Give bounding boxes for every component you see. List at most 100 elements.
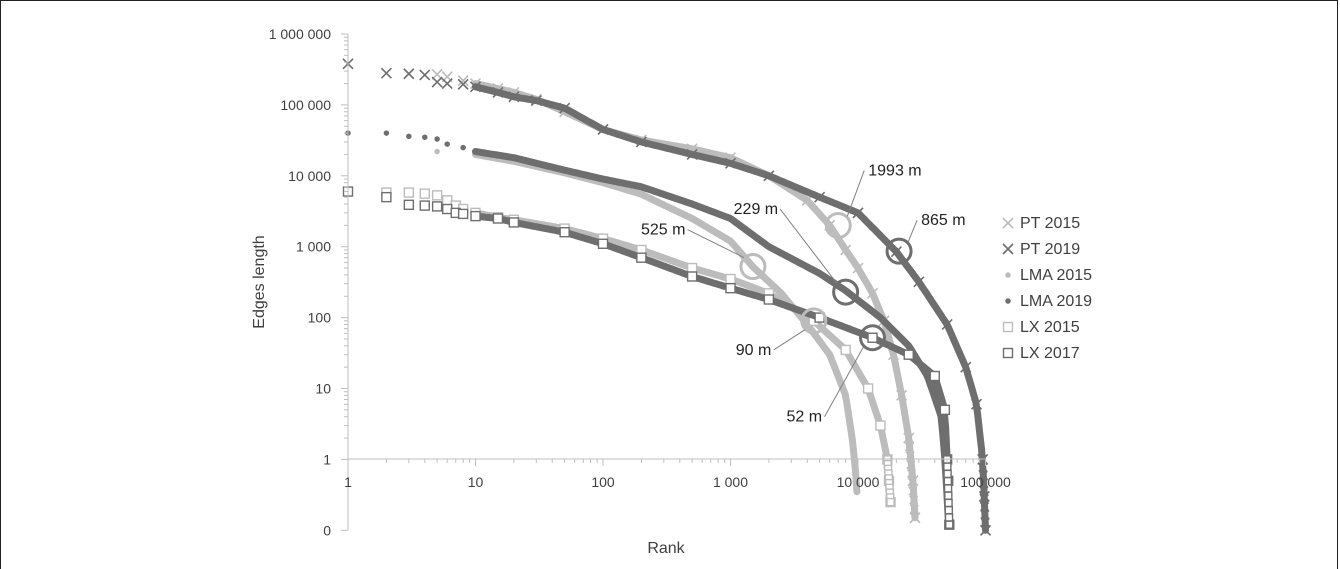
dot-marker bbox=[766, 243, 772, 250]
dot-marker bbox=[511, 154, 517, 161]
square-marker bbox=[763, 294, 775, 305]
dot-marker bbox=[816, 270, 823, 277]
annotation-circle bbox=[739, 253, 767, 281]
y-tick-layer: 0 1 10 100 1 000 10 000 100 000 1 000 000 bbox=[269, 26, 348, 538]
square-marker bbox=[686, 271, 698, 282]
dot-marker bbox=[826, 351, 833, 358]
square-marker bbox=[945, 520, 954, 529]
cross-marker bbox=[852, 262, 864, 274]
annotation-leader bbox=[824, 346, 864, 417]
square-marker bbox=[457, 208, 469, 220]
cross-marker bbox=[492, 86, 504, 98]
cross-marker bbox=[890, 246, 902, 258]
annotation-90-m: 90 m bbox=[736, 307, 828, 359]
square-marker bbox=[419, 200, 430, 211]
cross-marker bbox=[686, 148, 698, 161]
annotation-label: 525 m bbox=[641, 222, 685, 239]
cross-marker bbox=[960, 361, 972, 373]
square-marker bbox=[929, 370, 940, 382]
y-tick-label: 100 000 bbox=[280, 97, 331, 113]
square-marker bbox=[943, 484, 953, 493]
square-marker bbox=[944, 505, 954, 515]
cross-marker bbox=[970, 398, 983, 410]
dot-marker bbox=[638, 184, 645, 190]
dot-marker bbox=[750, 264, 756, 270]
dot-marker bbox=[422, 134, 428, 140]
x-tick-label: 10 000 bbox=[837, 474, 880, 490]
square-marker bbox=[442, 195, 453, 206]
legend-entry: LMA 2015 bbox=[1005, 267, 1092, 284]
dot-marker bbox=[434, 148, 440, 155]
annotation-leader bbox=[687, 229, 745, 258]
annotation-label: 90 m bbox=[736, 342, 772, 359]
square-marker bbox=[492, 213, 504, 224]
cross-marker bbox=[906, 468, 917, 479]
annotation-leader bbox=[773, 329, 806, 351]
cross-marker bbox=[979, 502, 990, 512]
square-marker bbox=[725, 273, 736, 285]
annotation-circle bbox=[859, 324, 887, 352]
series-band bbox=[472, 148, 952, 522]
cross-marker bbox=[597, 123, 609, 136]
cross-marker bbox=[1002, 217, 1014, 229]
square-marker bbox=[431, 190, 443, 201]
dot-marker bbox=[444, 141, 450, 147]
cross-marker bbox=[457, 78, 469, 90]
axes-layer bbox=[344, 34, 985, 530]
dot-marker bbox=[406, 133, 412, 140]
annotation-label: 865 m bbox=[921, 212, 965, 229]
annotation-865-m: 865 m bbox=[885, 212, 966, 265]
x-axis-title: Rank bbox=[647, 540, 685, 557]
dot-marker bbox=[778, 290, 784, 297]
series-band bbox=[472, 151, 861, 496]
annotation-layer: 1993 m 865 m 229 m 525 m 90 m 52 m bbox=[641, 162, 966, 425]
cross-marker bbox=[431, 76, 443, 88]
square-marker bbox=[559, 227, 570, 238]
square-marker bbox=[944, 491, 953, 500]
dot-marker bbox=[853, 477, 859, 482]
series-pt-2019 bbox=[342, 58, 992, 536]
dot-marker bbox=[851, 447, 856, 453]
series-lx-2017 bbox=[342, 186, 955, 530]
square-marker bbox=[636, 252, 647, 263]
square-marker bbox=[508, 217, 520, 228]
square-marker bbox=[939, 404, 951, 416]
legend-label: LMA 2019 bbox=[1020, 293, 1092, 310]
cross-marker bbox=[941, 318, 953, 331]
cross-marker bbox=[852, 207, 864, 219]
square-marker bbox=[867, 332, 878, 343]
legend-label: PT 2019 bbox=[1020, 241, 1080, 258]
annotation-1993-m: 1993 m bbox=[824, 162, 922, 239]
dot-marker bbox=[849, 435, 855, 441]
cross-marker bbox=[814, 191, 826, 203]
legend-label: LMA 2015 bbox=[1020, 267, 1092, 284]
legend-entry: LMA 2019 bbox=[1005, 293, 1092, 310]
dot-marker bbox=[842, 287, 849, 294]
cross-marker bbox=[905, 451, 915, 461]
y-tick-label: 0 bbox=[323, 522, 331, 538]
square-marker bbox=[403, 199, 415, 210]
annotation-circle bbox=[832, 278, 860, 306]
dot-marker bbox=[852, 459, 857, 465]
series-lma-2015 bbox=[434, 148, 861, 496]
annotation-label: 52 m bbox=[787, 409, 823, 426]
square-marker bbox=[431, 201, 443, 212]
x-tick-label: 1 000 bbox=[713, 474, 748, 490]
cross-marker bbox=[979, 486, 989, 496]
square-marker bbox=[381, 191, 392, 203]
dot-marker bbox=[472, 148, 479, 155]
cross-marker bbox=[1002, 243, 1014, 255]
square-marker bbox=[875, 420, 886, 431]
legend: PT 2015 PT 2019 LMA 2015 LMA 2019 LX 2015 LX … bbox=[1002, 215, 1092, 362]
dot-marker bbox=[851, 453, 856, 459]
dot-marker bbox=[460, 144, 466, 151]
cross-marker bbox=[530, 95, 542, 107]
cross-marker bbox=[904, 442, 915, 452]
cross-marker bbox=[866, 287, 879, 299]
legend-label: LX 2017 bbox=[1020, 345, 1080, 362]
dot-marker bbox=[853, 471, 858, 477]
cross-marker bbox=[906, 460, 916, 470]
cross-marker bbox=[419, 69, 431, 81]
annotation-circle bbox=[885, 237, 913, 265]
dot-marker bbox=[383, 130, 390, 136]
